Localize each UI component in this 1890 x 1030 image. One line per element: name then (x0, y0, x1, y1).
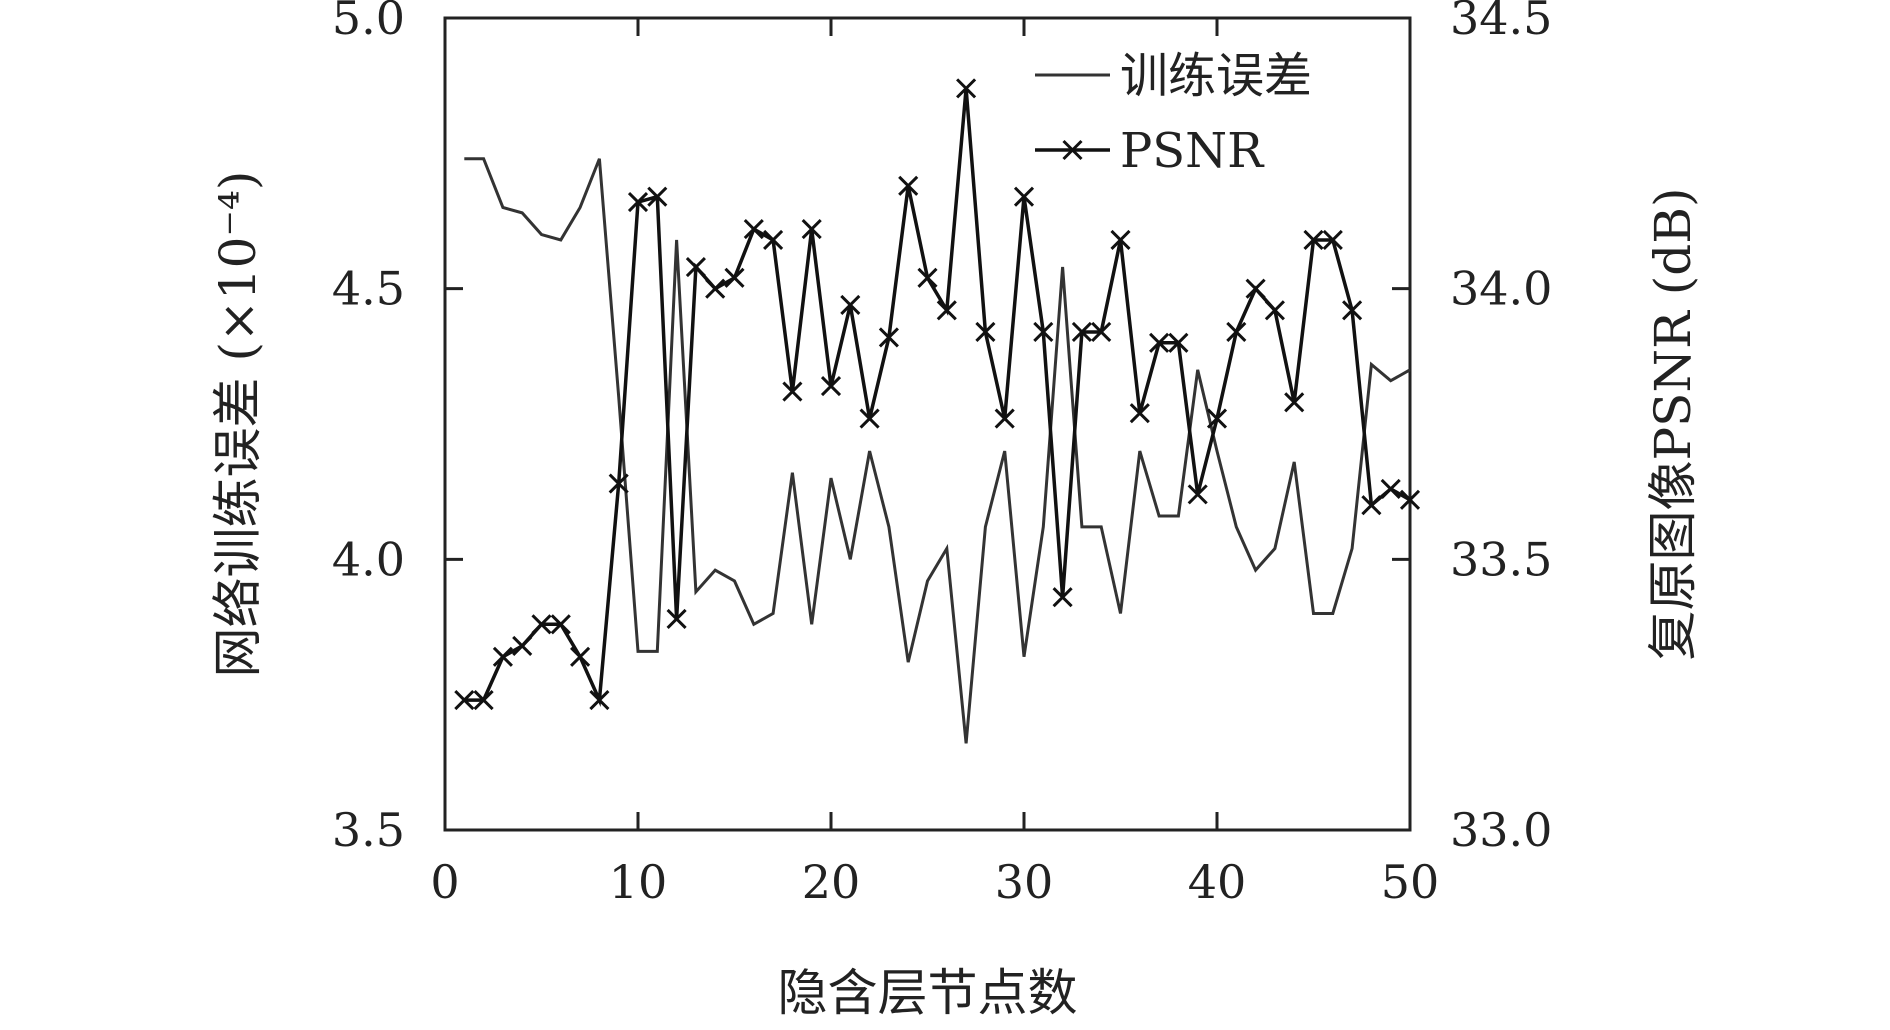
y-right-tick-label: 34.5 (1450, 0, 1552, 45)
psnr-point (1071, 321, 1092, 343)
psnr-point (1226, 321, 1247, 343)
psnr-point (917, 267, 938, 288)
y-axis-right-label: 复原图像PSNR (dB) (1644, 188, 1702, 661)
psnr-point (1187, 484, 1208, 505)
psnr-point (473, 690, 494, 711)
y-left-tick-label: 4.5 (332, 262, 405, 316)
x-tick-label: 10 (609, 855, 668, 909)
psnr-point (531, 614, 552, 635)
x-axis-label: 隐含层节点数 (778, 964, 1078, 1022)
psnr-point (492, 646, 513, 667)
psnr-point (1129, 403, 1150, 424)
psnr-point (1380, 478, 1401, 500)
psnr-point (1149, 332, 1170, 353)
y-right-tick-label: 33.0 (1450, 803, 1552, 857)
psnr-point (705, 278, 726, 299)
psnr-point (1013, 186, 1035, 207)
psnr-point (1245, 278, 1266, 299)
psnr-point (840, 294, 861, 315)
legend: 训练误差 PSNR (1035, 48, 1312, 179)
y-right-tick-label: 34.0 (1450, 262, 1552, 316)
plot-frame (443, 16, 1412, 832)
psnr-point (627, 191, 649, 213)
psnr-point (1284, 392, 1305, 413)
psnr-point (898, 175, 919, 196)
x-tick-label: 20 (802, 855, 861, 909)
psnr-point (878, 327, 899, 348)
x-tick-label: 0 (430, 855, 459, 909)
psnr-point (1206, 408, 1228, 429)
y-axis-left-label: 网络训练误差 (×10⁻⁴) (209, 171, 267, 678)
psnr-point (820, 376, 842, 397)
psnr-point (743, 219, 764, 240)
legend-label-train: 训练误差 (1120, 48, 1312, 104)
psnr-point (666, 608, 687, 629)
psnr-point (1399, 489, 1421, 510)
psnr-point (859, 408, 880, 429)
psnr-point (763, 229, 784, 251)
psnr-point (1322, 229, 1343, 251)
y-left-tick-label: 3.5 (332, 803, 405, 857)
psnr-point (956, 78, 977, 99)
series-line-train (464, 157, 1411, 744)
series (454, 78, 1421, 744)
y-right-tick-label: 33.5 (1450, 532, 1552, 586)
ticks: 0 10 20 30 40 50 3.5 4.0 4.5 5.0 33.0 33.5 34.0 34.5 (332, 0, 1553, 909)
psnr-point (1361, 495, 1382, 516)
psnr-point (647, 186, 668, 207)
psnr-point (936, 300, 957, 321)
x-tick-label: 30 (995, 855, 1054, 909)
psnr-point (608, 473, 629, 494)
legend-marker-psnr (1062, 139, 1083, 161)
y-left-tick-label: 4.0 (332, 532, 405, 586)
psnr-point (550, 614, 571, 635)
psnr-point (975, 321, 996, 343)
psnr-point (1303, 229, 1324, 251)
psnr-point (1091, 321, 1112, 343)
psnr-point (1168, 332, 1189, 353)
psnr-point (570, 646, 591, 667)
psnr-point (724, 267, 745, 288)
psnr-point (1110, 229, 1131, 251)
psnr-point (1033, 321, 1054, 343)
psnr-point (994, 408, 1015, 429)
psnr-point (801, 219, 822, 240)
x-tick-label: 50 (1381, 855, 1440, 909)
psnr-point (782, 381, 803, 402)
x-tick-label: 40 (1188, 855, 1247, 909)
psnr-point (1052, 587, 1073, 608)
psnr-point (1342, 300, 1363, 321)
psnr-point (685, 256, 706, 278)
y-left-tick-label: 5.0 (332, 0, 405, 45)
psnr-point (1264, 300, 1285, 321)
psnr-point (454, 690, 475, 711)
psnr-point (589, 690, 610, 711)
series-line-psnr (464, 88, 1411, 707)
axes (443, 16, 1412, 832)
legend-label-psnr: PSNR (1120, 123, 1265, 179)
psnr-point (512, 635, 533, 657)
